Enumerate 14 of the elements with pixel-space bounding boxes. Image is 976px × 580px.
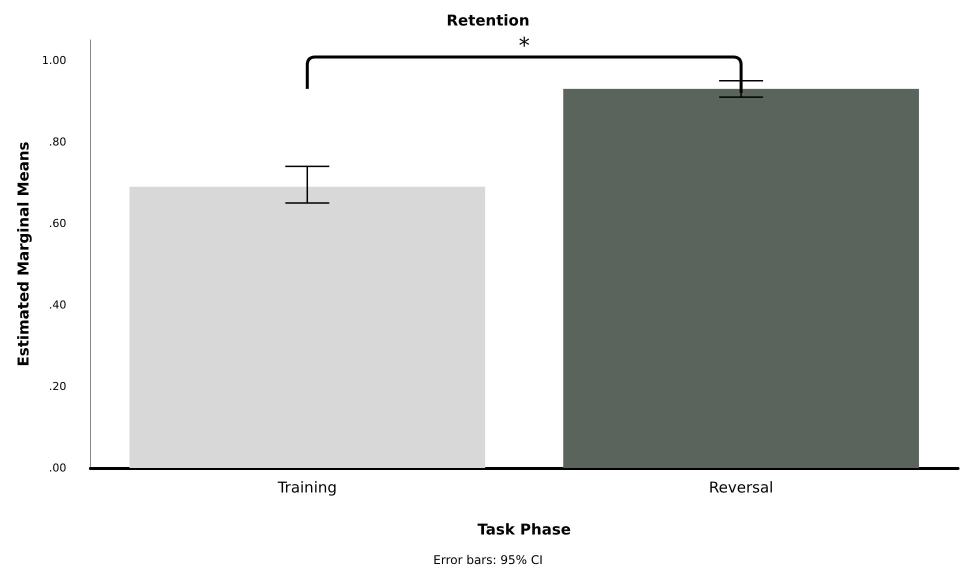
- y-tick-label: .40: [48, 298, 66, 312]
- x-tick-label: Training: [276, 478, 337, 496]
- y-tick-label: .80: [48, 135, 66, 148]
- chart-title: Retention: [446, 12, 530, 30]
- y-tick-label: .20: [48, 380, 66, 393]
- y-tick-label: .60: [48, 216, 66, 230]
- y-axis-title: Estimated Marginal Means: [14, 142, 32, 366]
- annotation: *: [518, 34, 530, 59]
- x-tick-label: Reversal: [708, 478, 774, 496]
- x-axis-title: Task Phase: [477, 520, 571, 538]
- y-tick-label: .00: [48, 462, 66, 474]
- y-tick-label: 1.00: [42, 54, 66, 67]
- text: Error bars: 95% CI: [433, 553, 543, 567]
- significance-bracket: *: [306, 34, 743, 93]
